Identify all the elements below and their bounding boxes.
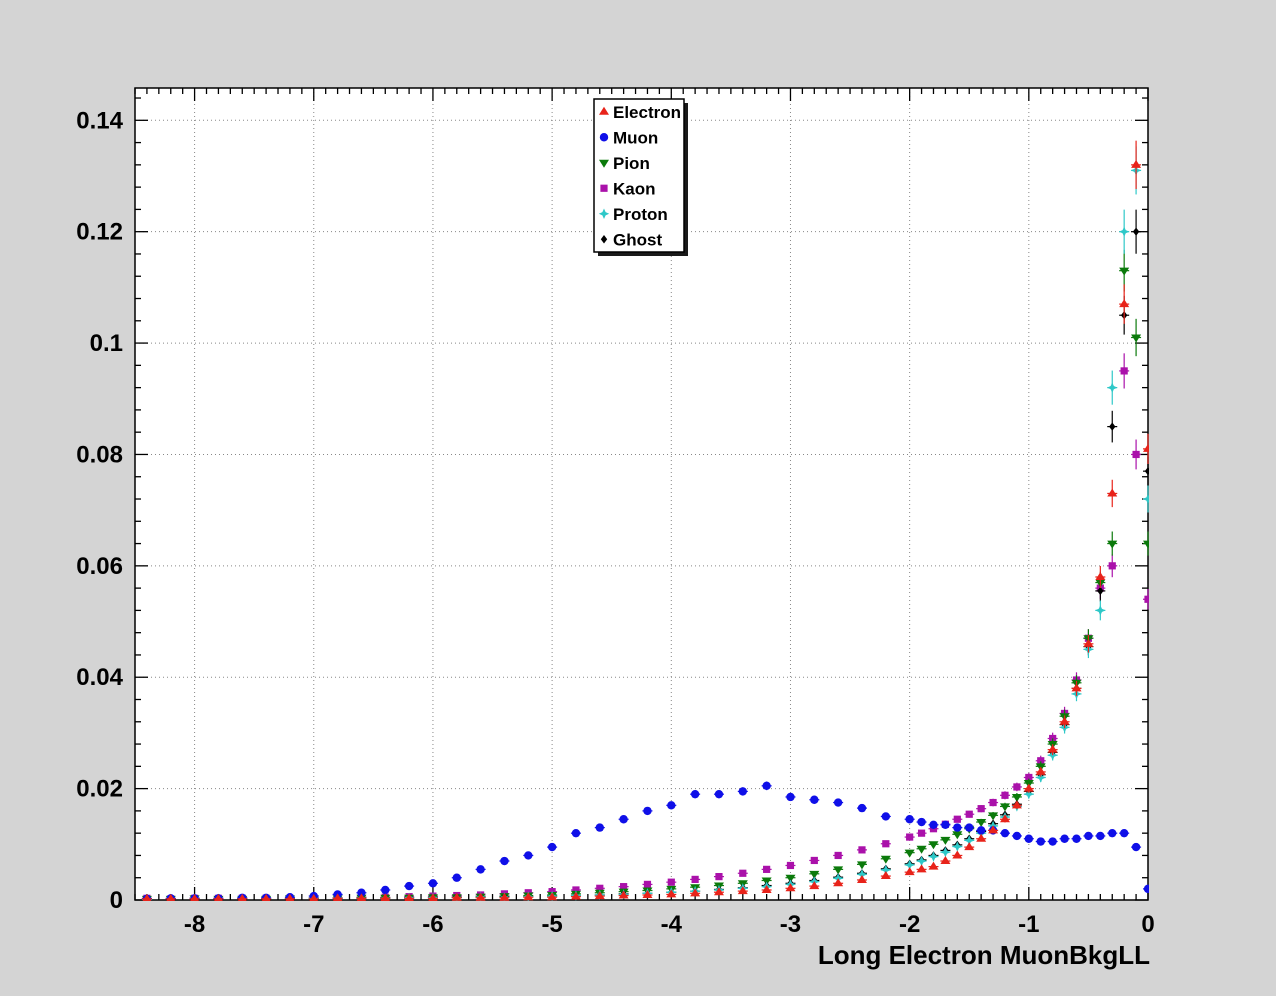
x-tick-label: -1 [1018,911,1039,938]
legend-entry-proton: Proton [598,205,668,224]
legend-label: Kaon [613,179,656,198]
y-tick-label: 0.02 [76,776,123,803]
legend-entry-pion: Pion [599,154,650,173]
star-marker-icon [598,208,610,219]
x-tick-label: -4 [661,911,683,938]
data-series [141,140,1149,901]
x-tick-label: -7 [303,911,324,938]
legend-entry-electron: Electron [599,103,681,122]
triangle-up-marker-icon [599,106,609,115]
gridlines [135,88,1149,900]
legend-box [593,98,685,253]
y-tick-label: 0 [110,887,123,914]
diamond-marker-icon [600,235,608,244]
x-tick-label: 0 [1141,911,1154,938]
x-axis-title: Long Electron MuonBkgLL [818,940,1150,970]
y-tick-label: 0.06 [76,553,123,580]
y-tick-label: 0.14 [76,107,123,134]
series-electron [141,140,1149,901]
legend-label: Pion [613,154,650,173]
x-tick-label: -5 [541,911,562,938]
legend-entry-ghost: Ghost [600,230,662,249]
x-tick-label: -2 [899,911,920,938]
legend-label: Ghost [613,230,662,249]
square-marker-icon [600,184,608,192]
x-tick-label: -6 [422,911,443,938]
legend-entry-kaon: Kaon [600,179,656,198]
x-tick-label: -8 [184,911,205,938]
legend-label: Proton [613,205,668,224]
axis-labels: -8 -7 -6 -5 -4 -3 -2 -1 0 0 0.02 0.04 0.06 0.08 0.1 0.1… [76,107,1154,970]
x-tick-label: -3 [780,911,801,938]
y-tick-label: 0.08 [76,441,123,468]
y-tick-label: 0.12 [76,219,123,246]
legend-label: Muon [613,128,658,147]
legend-entry-muon: Muon [599,128,658,147]
circle-marker-icon [599,133,609,142]
y-tick-label: 0.1 [90,330,123,357]
triangle-down-marker-icon [599,159,609,168]
y-tick-label: 0.04 [76,664,123,691]
legend-label: Electron [613,103,681,122]
legend: Electron Muon Pion Kaon Proton Ghost [593,98,688,256]
